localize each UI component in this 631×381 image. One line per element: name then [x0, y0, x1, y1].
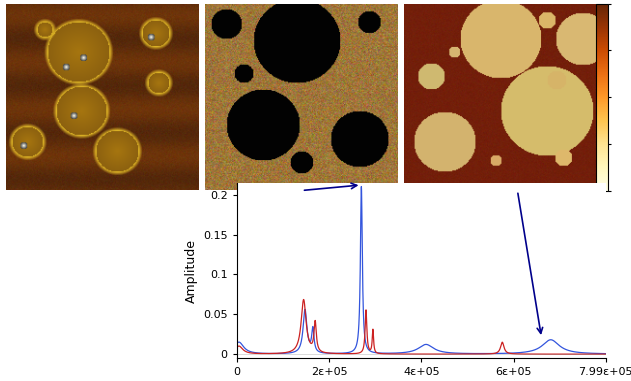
Y-axis label: Amplitude: Amplitude: [184, 239, 198, 303]
